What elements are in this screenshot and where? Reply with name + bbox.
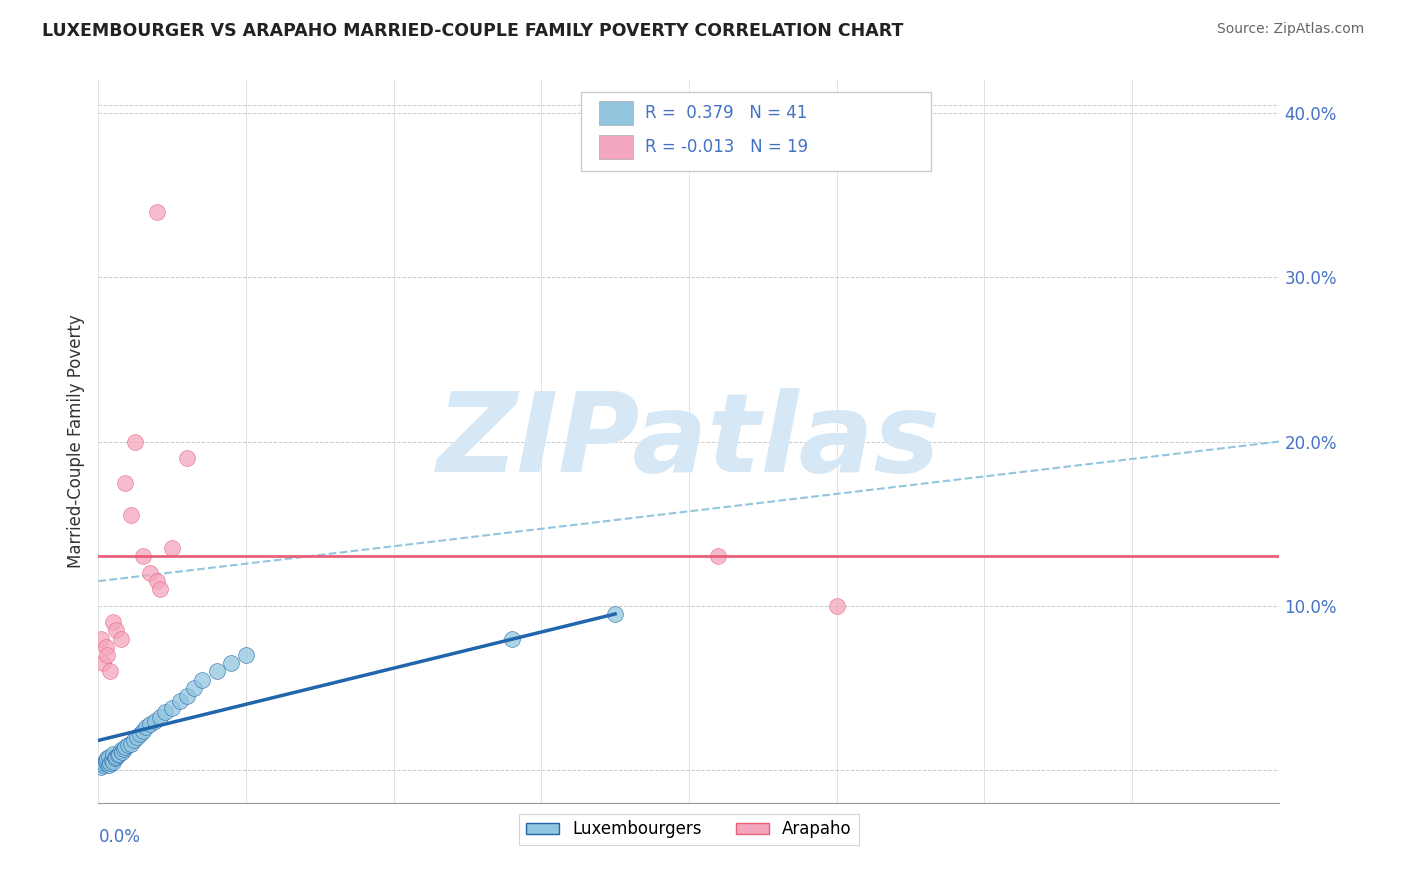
Point bbox=[825, 599, 848, 613]
Point bbox=[124, 434, 146, 449]
Point bbox=[103, 615, 125, 630]
Point bbox=[139, 717, 162, 731]
Point bbox=[153, 706, 176, 720]
Point bbox=[169, 694, 191, 708]
Point bbox=[98, 665, 121, 679]
Point bbox=[112, 741, 135, 756]
Point bbox=[103, 755, 125, 769]
Point bbox=[97, 758, 120, 772]
Point bbox=[221, 657, 243, 671]
Point bbox=[162, 700, 183, 714]
Point bbox=[605, 607, 627, 621]
Point bbox=[100, 753, 122, 767]
Point bbox=[114, 739, 136, 754]
Point bbox=[235, 648, 257, 662]
Point bbox=[110, 743, 132, 757]
Point bbox=[120, 508, 142, 523]
Point bbox=[176, 689, 198, 703]
Point bbox=[176, 450, 198, 465]
Point bbox=[104, 751, 127, 765]
Point bbox=[94, 755, 117, 769]
Point bbox=[132, 723, 155, 738]
Point bbox=[91, 758, 114, 772]
Point bbox=[162, 541, 183, 556]
Text: 0.0%: 0.0% bbox=[98, 828, 141, 847]
Point bbox=[93, 756, 115, 771]
Point bbox=[90, 760, 112, 774]
Y-axis label: Married-Couple Family Poverty: Married-Couple Family Poverty bbox=[66, 315, 84, 568]
Point bbox=[90, 632, 112, 646]
Point bbox=[122, 733, 145, 747]
Legend: Luxembourgers, Arapaho: Luxembourgers, Arapaho bbox=[519, 814, 859, 845]
Point bbox=[91, 657, 114, 671]
Point bbox=[191, 673, 214, 687]
Text: R = -0.013   N = 19: R = -0.013 N = 19 bbox=[645, 138, 808, 156]
Text: ZIPatlas: ZIPatlas bbox=[437, 388, 941, 495]
Point bbox=[149, 582, 172, 597]
Point bbox=[96, 648, 118, 662]
Text: R =  0.379   N = 41: R = 0.379 N = 41 bbox=[645, 104, 807, 122]
Point bbox=[111, 745, 134, 759]
Point bbox=[117, 739, 139, 753]
Point bbox=[183, 681, 205, 695]
Text: LUXEMBOURGER VS ARAPAHO MARRIED-COUPLE FAMILY POVERTY CORRELATION CHART: LUXEMBOURGER VS ARAPAHO MARRIED-COUPLE F… bbox=[42, 22, 904, 40]
Point bbox=[114, 475, 136, 490]
Point bbox=[139, 566, 162, 580]
Text: Source: ZipAtlas.com: Source: ZipAtlas.com bbox=[1216, 22, 1364, 37]
Point bbox=[501, 632, 523, 646]
Point bbox=[107, 748, 129, 763]
Point bbox=[146, 574, 169, 588]
Point bbox=[205, 665, 228, 679]
Point bbox=[103, 747, 125, 761]
Point bbox=[128, 727, 150, 741]
Point bbox=[105, 749, 128, 764]
Point bbox=[146, 204, 169, 219]
Point bbox=[120, 737, 142, 751]
Point bbox=[143, 714, 166, 728]
Point bbox=[108, 747, 131, 761]
Point bbox=[98, 756, 121, 771]
Point bbox=[135, 720, 157, 734]
Point bbox=[94, 753, 117, 767]
Point bbox=[149, 710, 172, 724]
Point bbox=[125, 730, 148, 744]
Point bbox=[94, 640, 117, 654]
Point bbox=[97, 749, 120, 764]
Point bbox=[105, 624, 128, 638]
Point bbox=[110, 632, 132, 646]
Point bbox=[96, 751, 118, 765]
Point bbox=[132, 549, 155, 564]
Point bbox=[707, 549, 730, 564]
